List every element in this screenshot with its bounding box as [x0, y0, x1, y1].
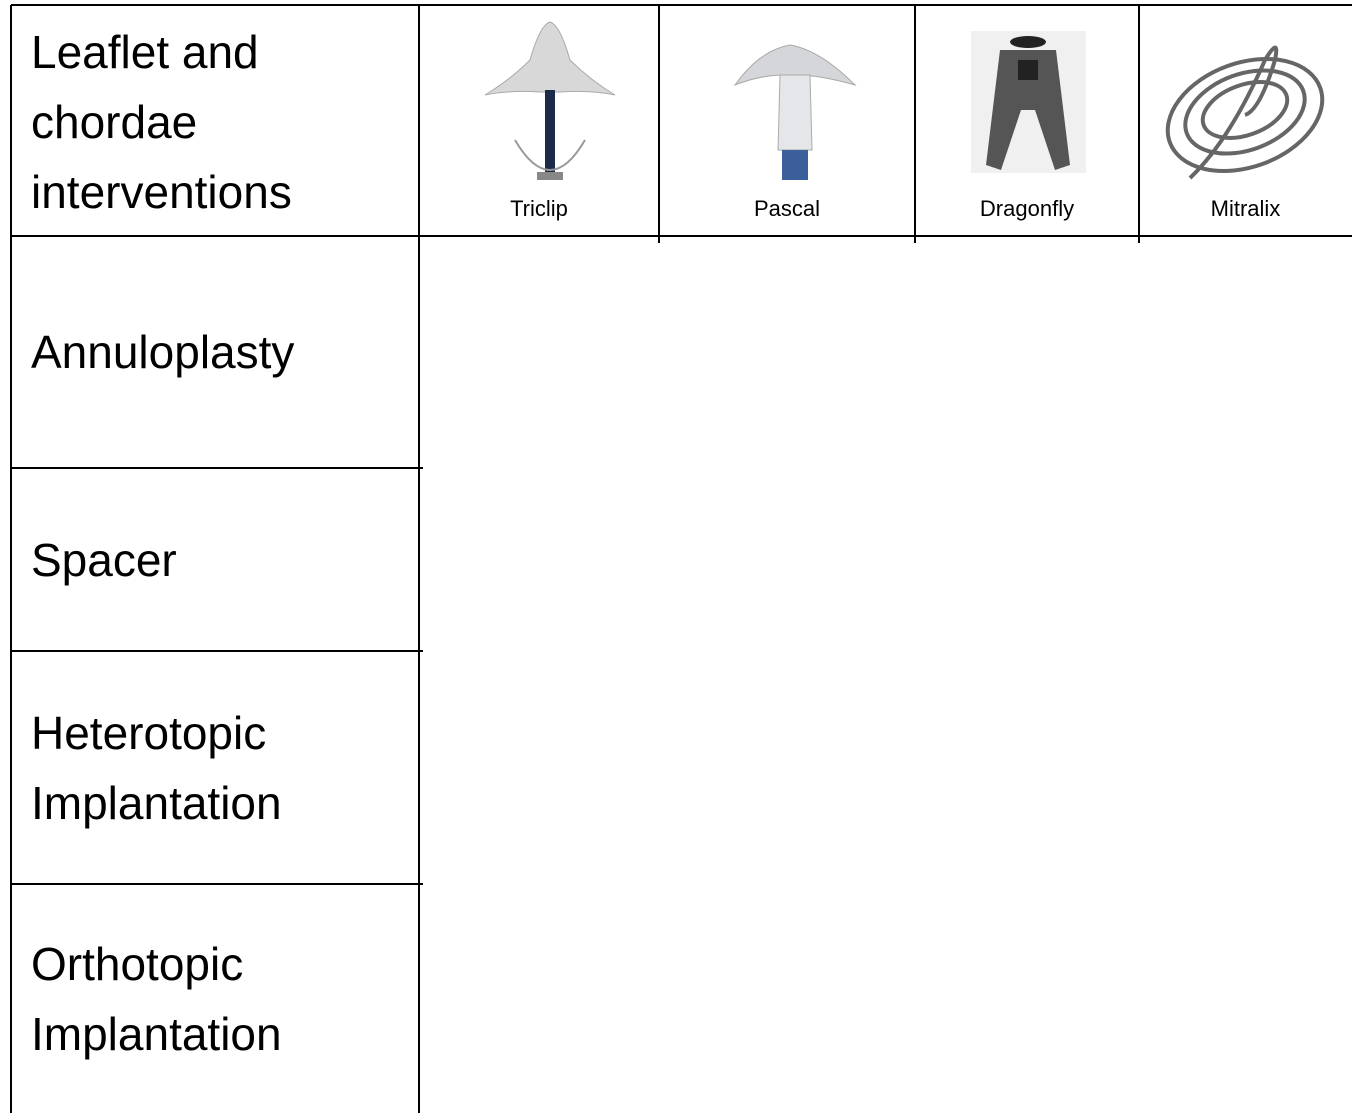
row-label: Spacer: [31, 533, 177, 586]
device-label: Dragonfly: [979, 196, 1075, 221]
pascal-image: [733, 44, 857, 180]
triclip-image: [484, 21, 616, 180]
device-label: Mitralix: [1210, 196, 1281, 221]
row-label: Orthotopic Implantation: [31, 937, 282, 1060]
row-label: Annuloplasty: [31, 326, 295, 378]
mitralix-image: [1165, 45, 1325, 180]
row-label: Leaflet and chordae interventions: [31, 26, 292, 218]
device-label: Triclip: [510, 196, 568, 221]
row-label: Heterotopic Implantation: [31, 706, 282, 829]
grid-lines: [10, 4, 1352, 1113]
device-label: Pascal: [753, 196, 821, 221]
dragonfly-image: [971, 31, 1086, 173]
